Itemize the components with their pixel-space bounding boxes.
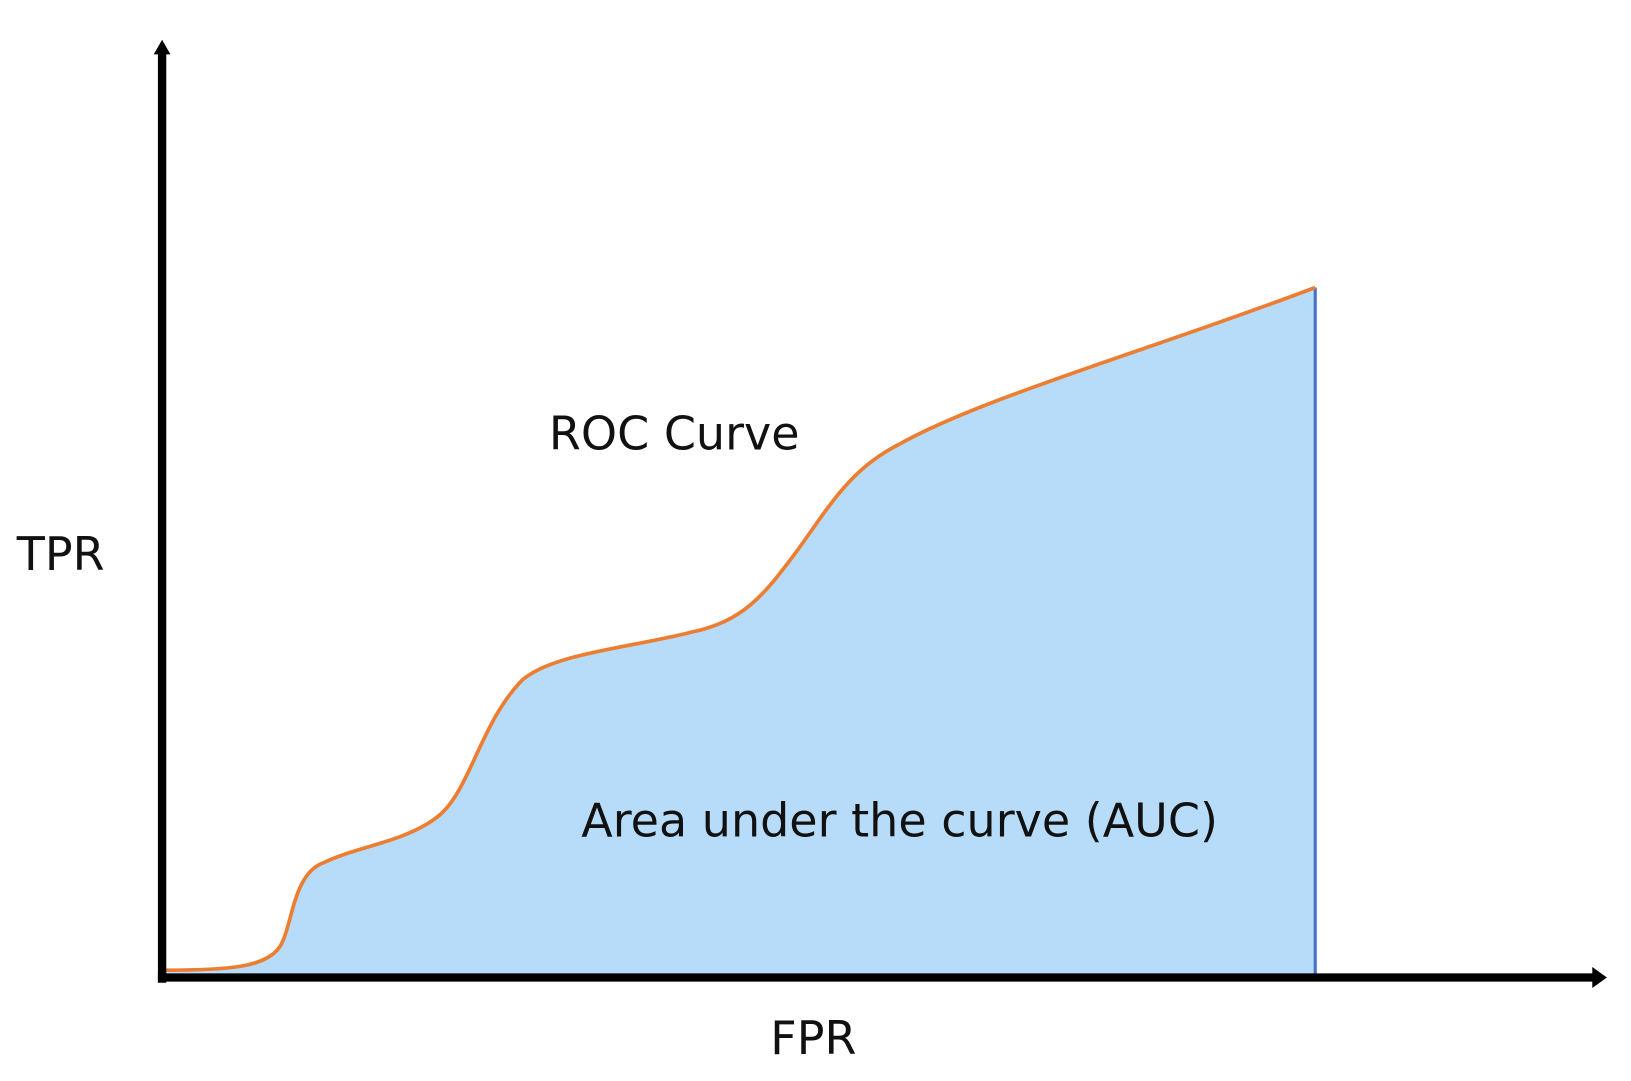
auc-area	[165, 287, 1316, 978]
roc-curve	[165, 285, 1316, 973]
y-axis-label: TPR	[16, 527, 105, 581]
y-axis-arrow	[153, 39, 171, 55]
curve-label: ROC Curve	[549, 407, 800, 461]
x-axis-arrow	[1592, 967, 1607, 988]
x-axis-label: FPR	[770, 1011, 856, 1065]
area-label: Area under the curve (AUC)	[581, 793, 1218, 847]
